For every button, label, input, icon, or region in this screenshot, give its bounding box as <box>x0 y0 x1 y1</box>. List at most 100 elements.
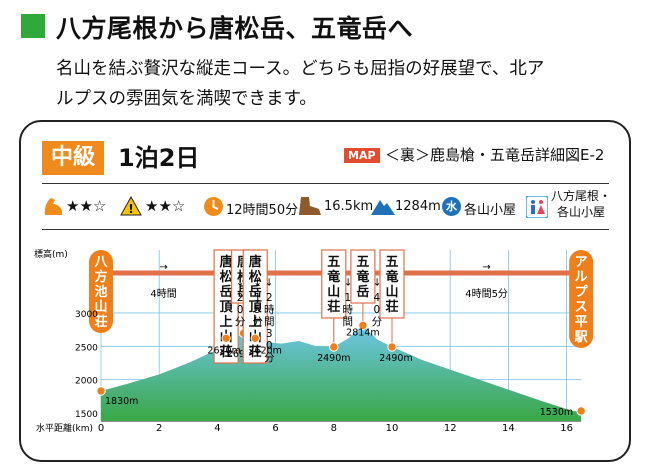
segment-arrow: → <box>482 262 490 273</box>
waypoint-label-char: 松 <box>249 269 262 285</box>
course-card <box>19 120 631 462</box>
grade-badge: 中級 <box>42 141 104 175</box>
segment-time-char: 分 <box>372 316 383 328</box>
waypoint-label-char: 方 <box>94 269 107 285</box>
waypoint-label-char: 頂 <box>220 300 234 315</box>
waypoint-label-char: 五 <box>327 255 340 270</box>
waypoint-label-char: 上 <box>220 315 233 330</box>
segment-time-char: 間 <box>264 316 275 328</box>
waypoint-label-char: 上 <box>249 315 262 330</box>
lead-text-line1: 名山を結ぶ贅沢な縦走コース。どちらも屈指の好展望で、北ア <box>56 59 545 79</box>
waypoint-label-char: ル <box>575 270 588 285</box>
x-tick-label: 12 <box>444 423 457 434</box>
elevation-label: 2620m <box>249 345 282 356</box>
segment-time-char: 間 <box>343 316 354 328</box>
y-tick-label: 2500 <box>75 343 98 353</box>
waypoint-marker <box>387 342 397 352</box>
x-tick-label: 2 <box>156 423 162 434</box>
segment-time-char: 2 <box>237 292 244 304</box>
waypoint-label-char: 頂 <box>249 300 263 315</box>
waypoint-label-char: 山 <box>327 284 340 300</box>
waypoint-label-char: 竜 <box>327 269 340 285</box>
segment-arrow: → <box>263 278 274 286</box>
lead-text-line2: ルプスの雰囲気を満喫できます。 <box>56 89 317 109</box>
elevation-gain: 1284m <box>395 199 441 214</box>
divider-top <box>42 183 609 184</box>
x-tick-label: 4 <box>214 423 220 434</box>
waypoint-label-char: 荘 <box>327 299 340 315</box>
elevation-label: 2814m <box>346 327 379 338</box>
waypoint-label-char: 荘 <box>385 299 398 315</box>
x-tick-label: 0 <box>98 423 104 434</box>
elevation-label: 1530m <box>540 407 573 418</box>
waypoint-label-char: 五 <box>356 255 369 270</box>
waypoint-label-char: 岳 <box>249 285 262 300</box>
waypoint-label-char: 山 <box>385 284 398 300</box>
waypoint-label-char: ア <box>575 255 588 270</box>
segment-arrow: → <box>159 262 167 273</box>
segment-time-char: 0 <box>237 304 244 316</box>
waypoint-label-char: 唐 <box>249 254 262 270</box>
technique-stars: ★★☆ <box>145 197 186 215</box>
toilet-line1: 八方尾根・ <box>551 189 612 203</box>
x-tick-label: 6 <box>272 423 278 434</box>
segment-time-char: 5 <box>254 304 261 316</box>
segment-time-char: 分 <box>264 352 275 364</box>
segment-time-char: 分 <box>235 316 246 328</box>
segment-time-char: 4 <box>374 292 381 304</box>
segment-arrow: → <box>252 278 263 286</box>
boot-icon <box>299 197 321 215</box>
course-distance: 16.5km <box>324 199 374 214</box>
x-tick-label: 16 <box>560 423 573 434</box>
title-marker <box>21 14 45 38</box>
waypoint-box <box>321 249 347 319</box>
segment-time: 4時間 <box>150 288 176 300</box>
x-tick-label: 10 <box>386 423 399 434</box>
map-name: ＜裏＞鹿島槍・五竜岳詳細図E-2 <box>385 146 605 164</box>
waypoint-marker <box>250 333 260 343</box>
waypoint-marker <box>329 342 339 352</box>
waypoint-label-char: 山 <box>94 299 107 315</box>
waypoint-marker <box>576 406 586 416</box>
segment-arrow: → <box>371 278 382 286</box>
toilet-line2: 各山小屋 <box>557 205 606 219</box>
divider-bottom <box>42 229 609 230</box>
waypoint-label-char: 駅 <box>574 330 589 345</box>
elevation-label: 2620m <box>207 345 240 356</box>
page-title: 八方尾根から唐松岳、五竜岳へ <box>56 14 414 43</box>
segment-time-char: 時 <box>264 304 275 316</box>
y-tick-label: 1500 <box>75 410 98 420</box>
waypoint-label-char: 松 <box>220 269 233 285</box>
segment-time-char: 時 <box>343 304 354 316</box>
elevation-label: 2490m <box>379 353 412 364</box>
waypoint-label-char: 五 <box>385 255 398 270</box>
waypoint-box <box>379 249 405 319</box>
waypoint-box <box>242 249 268 364</box>
terminal-node <box>569 250 594 348</box>
waypoint-label-char: 八 <box>93 255 108 270</box>
y-axis-label: 標高(m) <box>34 248 68 260</box>
waypoint-label-char: 平 <box>575 315 588 330</box>
waypoint-marker <box>358 320 368 331</box>
segment-time-char: 分 <box>252 316 263 328</box>
waypoint-label-char: 岳 <box>356 285 369 300</box>
segment-arrow: → <box>234 278 245 286</box>
x-tick-label: 8 <box>331 423 337 434</box>
waypoint-label-char: 荘 <box>94 314 107 330</box>
x-tick-label: 14 <box>502 423 515 434</box>
segment-time-char: 0 <box>266 340 273 352</box>
waypoint-marker <box>96 386 106 396</box>
water-icon: 水 <box>442 197 461 216</box>
svg-text:!: ! <box>128 202 133 216</box>
segment-time-char: 2 <box>266 292 273 304</box>
waypoint-box <box>350 249 376 304</box>
waypoint-label-char: 荘 <box>249 344 262 360</box>
map-badge: MAP <box>344 148 380 163</box>
mountain-icon <box>371 200 395 215</box>
y-tick-label: 3000 <box>75 310 98 320</box>
segment-time-char: 3 <box>266 328 273 340</box>
elevation-label: 1830m <box>105 396 138 407</box>
segment-arrow: → <box>342 278 353 286</box>
schedule: 1泊2日 <box>118 144 200 172</box>
